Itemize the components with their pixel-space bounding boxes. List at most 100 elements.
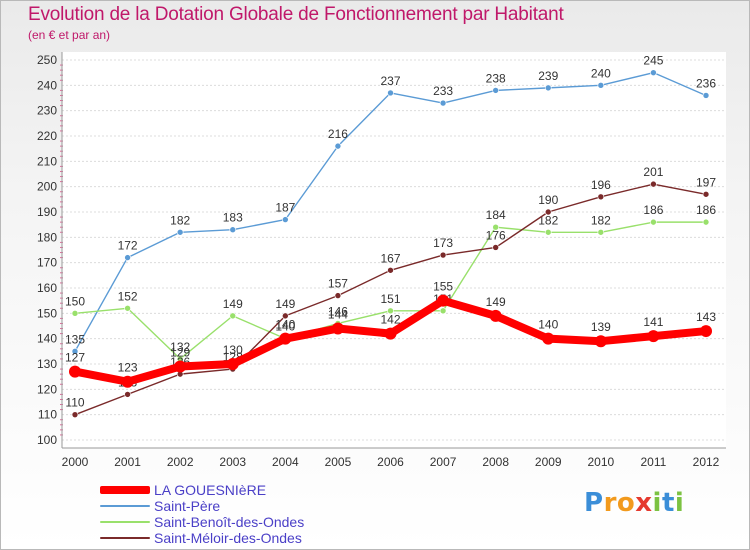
- data-point: [71, 310, 79, 317]
- data-point: [594, 335, 607, 348]
- data-label: 172: [118, 239, 138, 253]
- y-tick-label: 140: [37, 332, 57, 346]
- data-point: [124, 254, 131, 261]
- data-label: 197: [696, 175, 716, 189]
- data-point: [439, 99, 447, 107]
- data-point: [650, 218, 657, 226]
- data-point: [279, 332, 292, 345]
- data-point: [174, 360, 187, 373]
- series-1: 135 172 182 183 187 216 237 233 238 239 240 245 236: [65, 54, 716, 355]
- data-label: 149: [275, 297, 295, 311]
- y-tick-label: 150: [37, 306, 57, 320]
- data-label: 186: [643, 203, 663, 217]
- y-tick-label: 130: [37, 357, 57, 371]
- logo-letter: o: [616, 488, 636, 518]
- data-label: 182: [170, 213, 190, 227]
- data-label: 176: [486, 228, 506, 242]
- data-label: 123: [118, 361, 138, 375]
- data-label: 216: [328, 127, 348, 141]
- y-tick-label: 160: [37, 281, 57, 295]
- data-point: [387, 89, 394, 97]
- legend-label: LA GOUESNIèRE: [154, 482, 267, 498]
- chart-subtitle: (en € et par an): [28, 28, 111, 42]
- x-tick-label: 2007: [430, 455, 457, 469]
- logo-letter: i: [652, 488, 662, 518]
- data-label: 196: [591, 178, 611, 192]
- data-point: [544, 84, 552, 92]
- y-tick-label: 170: [37, 256, 57, 270]
- x-tick-label: 2008: [482, 455, 509, 469]
- data-point: [387, 307, 394, 315]
- data-point: [439, 307, 447, 315]
- legend-swatch: [100, 521, 150, 523]
- data-point: [387, 266, 394, 274]
- series-0: 127 123 129 130 140 144 142 155 149 140 139 141 143: [65, 280, 716, 388]
- y-tick-label: 210: [37, 154, 57, 168]
- data-label: 187: [275, 201, 295, 215]
- data-label: 245: [643, 54, 663, 68]
- logo-letter: t: [661, 488, 675, 518]
- data-point: [69, 365, 81, 378]
- data-point: [647, 330, 660, 343]
- data-point: [229, 312, 237, 320]
- data-label: 127: [65, 351, 85, 365]
- data-point: [229, 226, 237, 234]
- x-tick-label: 2010: [587, 455, 614, 469]
- data-point: [437, 294, 450, 307]
- x-axis: 2000 2001 2002 2003 2004 2005 2006 2007 2008 2009…: [62, 455, 720, 469]
- x-tick-label: 2000: [62, 455, 89, 469]
- data-point: [331, 322, 344, 335]
- data-label: 140: [538, 318, 558, 332]
- data-point: [334, 142, 342, 150]
- data-point: [492, 223, 499, 231]
- x-tick-label: 2002: [167, 455, 194, 469]
- plot-area: [62, 52, 726, 448]
- data-point: [334, 292, 342, 299]
- data-label: 182: [591, 213, 611, 227]
- logo-letter: x: [635, 488, 653, 518]
- data-label: 140: [275, 320, 295, 334]
- data-point: [597, 228, 605, 236]
- data-point: [702, 218, 710, 226]
- data-point: [492, 244, 499, 251]
- x-tick-label: 2006: [377, 455, 404, 469]
- legend-label: Saint-Méloir-des-Ondes: [154, 530, 302, 546]
- y-grid: [62, 59, 726, 441]
- data-label: 182: [538, 213, 558, 227]
- data-label: 190: [538, 193, 558, 207]
- data-label: 135: [65, 332, 85, 346]
- data-point: [700, 325, 712, 338]
- x-tick-label: 2001: [114, 455, 141, 469]
- data-point: [384, 327, 397, 340]
- data-label: 186: [696, 203, 716, 217]
- data-point: [124, 391, 131, 398]
- data-label: 143: [696, 310, 716, 324]
- y-tick-label: 240: [37, 78, 57, 92]
- data-label: 157: [328, 277, 348, 291]
- y-tick-label: 220: [37, 129, 57, 143]
- data-point: [492, 87, 499, 94]
- logo-letter: r: [603, 488, 617, 518]
- data-point: [489, 309, 502, 322]
- legend-label: Saint-Benoît-des-Ondes: [154, 514, 305, 530]
- data-point: [650, 180, 657, 188]
- x-tick-label: 2011: [641, 455, 667, 469]
- data-label: 130: [223, 343, 243, 357]
- y-tick-label: 120: [37, 382, 57, 396]
- data-point: [597, 82, 605, 89]
- data-label: 149: [486, 295, 506, 309]
- y-tick-label: 230: [37, 104, 57, 118]
- series-2: 150152132149140146151151184182182186186: [65, 203, 716, 363]
- x-tick-label: 2003: [219, 455, 246, 469]
- data-label: 139: [591, 320, 611, 334]
- x-tick-label: 2012: [693, 455, 720, 469]
- y-tick-label: 100: [37, 433, 57, 447]
- data-label: 149: [223, 297, 243, 311]
- data-point: [542, 332, 555, 345]
- data-point: [121, 375, 134, 388]
- logo-letter: P: [584, 488, 604, 518]
- data-point: [650, 69, 657, 76]
- x-tick-label: 2005: [325, 455, 352, 469]
- legend-swatch: [100, 505, 150, 507]
- data-label: 237: [380, 74, 400, 88]
